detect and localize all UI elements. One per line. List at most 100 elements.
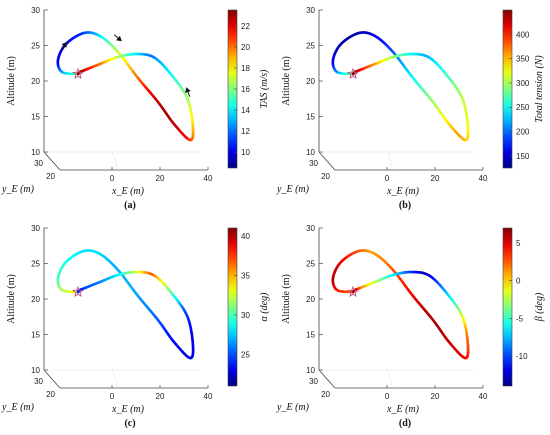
- colorbar-tick-label: 25: [241, 350, 250, 359]
- colorbar: [502, 9, 513, 169]
- colorbar-tick-label: 250: [516, 103, 530, 112]
- colorbar-tick-label: 14: [241, 106, 250, 115]
- z-axis-label: Altitude (m): [281, 274, 292, 324]
- z-tick-label: 30: [306, 224, 315, 233]
- z-axis-label: Altitude (m): [6, 274, 17, 324]
- z-tick-label: 15: [31, 113, 40, 122]
- z-tick-label: 20: [31, 295, 40, 304]
- colorbar: [227, 227, 238, 387]
- x-tick-label: 40: [479, 392, 488, 401]
- z-tick-label: 30: [31, 6, 40, 15]
- y-tick-label: 20: [46, 390, 55, 399]
- colorbar-tick-label: 400: [516, 30, 530, 39]
- direction-arrow: [185, 87, 191, 97]
- colorbar-tick-label: 35: [241, 271, 250, 280]
- colorbar-tick-label: 30: [241, 311, 250, 320]
- colorbar-tick-label: 150: [516, 152, 530, 161]
- x-tick-label: 20: [431, 174, 440, 183]
- colorbar-tick-label: 20: [241, 43, 250, 52]
- x-axis-label: x_E (m): [111, 404, 145, 415]
- y-axis-line: [318, 151, 336, 171]
- arrow-head: [61, 41, 67, 48]
- panel-caption: (a): [124, 200, 136, 211]
- z-tick-label: 15: [306, 331, 315, 340]
- z-tick-label: 25: [306, 260, 315, 269]
- z-tick-label: 15: [31, 331, 40, 340]
- z-tick-label: 20: [31, 77, 40, 86]
- start-marker: [72, 285, 84, 298]
- arrow-head: [116, 35, 122, 42]
- colorbar-label: β (deg): [534, 292, 545, 322]
- y-tick-label: 30: [34, 159, 43, 168]
- x-axis-label: x_E (m): [111, 186, 145, 197]
- z-tick-label: 15: [306, 113, 315, 122]
- x-tick-label: 0: [110, 392, 115, 401]
- x-axis-label: x_E (m): [386, 404, 420, 415]
- start-marker: [72, 67, 84, 80]
- y-axis-label: y_E (m): [276, 184, 310, 195]
- y-axis-label: y_E (m): [1, 184, 35, 195]
- z-tick-label: 25: [31, 42, 40, 51]
- colorbar-tick-label: 12: [241, 127, 250, 136]
- x-tick-label: 20: [156, 392, 165, 401]
- z-tick-label: 10: [306, 366, 315, 375]
- z-tick-label: 20: [306, 295, 315, 304]
- z-tick-label: 25: [31, 260, 40, 269]
- x-tick-label: 0: [110, 174, 115, 183]
- x-tick-label: 0: [385, 392, 390, 401]
- x-tick-label: 0: [385, 174, 390, 183]
- colorbar-tick-label: 10: [241, 148, 250, 157]
- colorbar-tick-label: 350: [516, 55, 530, 64]
- x-tick-label: 20: [431, 392, 440, 401]
- panel-caption: (c): [124, 418, 135, 429]
- y-tick-label: 20: [46, 172, 55, 181]
- x-tick-label: 20: [156, 174, 165, 183]
- y-axis-label: y_E (m): [276, 402, 310, 413]
- colorbar-tick-label: 16: [241, 85, 250, 94]
- colorbar: [502, 227, 513, 387]
- x-tick-label: 40: [204, 392, 213, 401]
- grid-line: [386, 149, 394, 171]
- colorbar-label: α (deg): [259, 292, 270, 322]
- start-marker: [347, 285, 359, 298]
- colorbar-tick-label: 300: [516, 79, 530, 88]
- grid-line: [386, 367, 394, 389]
- colorbar-tick-label: 5: [516, 239, 521, 248]
- z-tick-label: 20: [306, 77, 315, 86]
- colorbar-tick-label: 22: [241, 22, 250, 31]
- colorbar-tick-label: 0: [516, 277, 521, 286]
- x-tick-label: 40: [204, 174, 213, 183]
- colorbar-tick-label: -10: [516, 352, 528, 361]
- start-marker: [347, 67, 359, 80]
- colorbar-tick-label: 18: [241, 64, 250, 73]
- z-tick-label: 10: [31, 366, 40, 375]
- z-tick-label: 10: [31, 148, 40, 157]
- y-axis-line: [43, 369, 61, 389]
- colorbar-tick-label: 40: [241, 232, 250, 241]
- y-tick-label: 20: [321, 390, 330, 399]
- direction-arrow: [60, 41, 67, 51]
- z-tick-label: 25: [306, 42, 315, 51]
- colorbar-label: Total tension (N): [534, 55, 545, 123]
- y-axis-label: y_E (m): [1, 402, 35, 413]
- z-tick-label: 30: [31, 224, 40, 233]
- grid-line: [111, 149, 119, 171]
- x-axis-label: x_E (m): [386, 186, 420, 197]
- y-tick-label: 30: [34, 377, 43, 386]
- y-tick-label: 30: [309, 377, 318, 386]
- z-axis-label: Altitude (m): [281, 56, 292, 106]
- direction-arrow: [113, 34, 122, 42]
- panel-caption: (b): [399, 200, 411, 211]
- colorbar-tick-label: -5: [516, 314, 524, 323]
- x-tick-label: 40: [479, 174, 488, 183]
- y-axis-line: [318, 369, 336, 389]
- colorbar-tick-label: 200: [516, 128, 530, 137]
- y-axis-line: [43, 151, 61, 171]
- y-tick-label: 30: [309, 159, 318, 168]
- z-tick-label: 10: [306, 148, 315, 157]
